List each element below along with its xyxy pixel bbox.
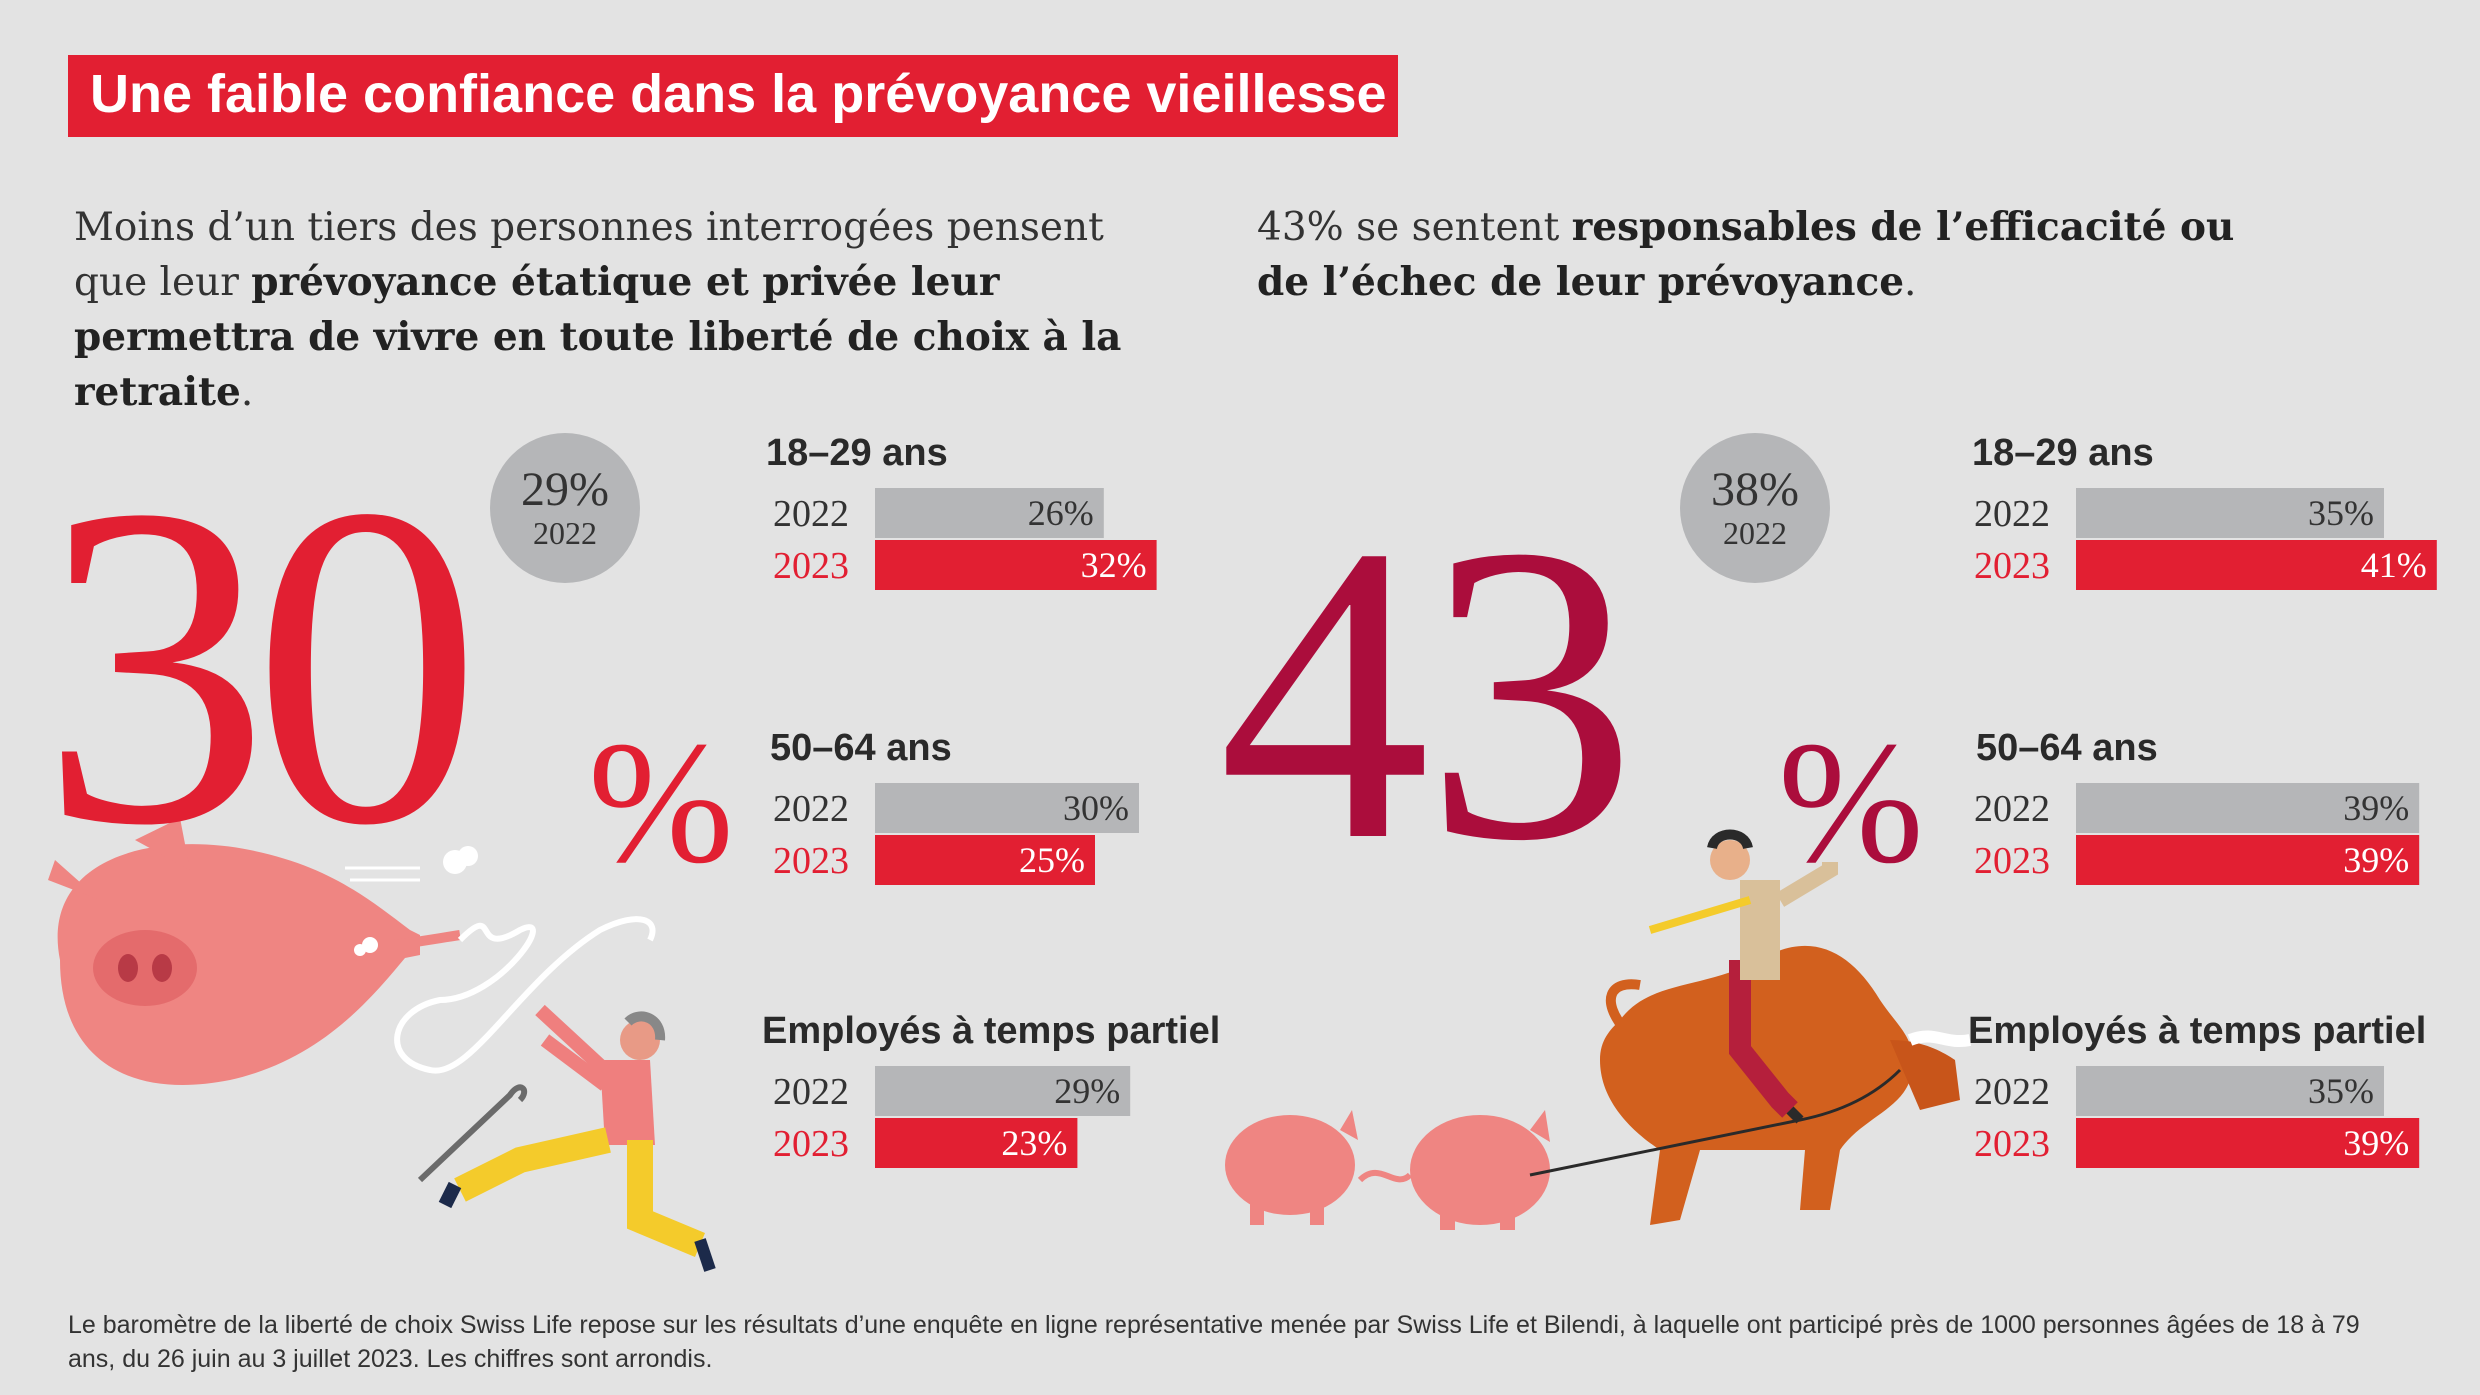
big-stat-left-value: 30 bbox=[40, 410, 482, 920]
bar-value-label: 35% bbox=[2308, 1071, 2374, 1111]
big-stat-right-value: 43 bbox=[1218, 457, 1637, 928]
bar bbox=[875, 488, 1104, 538]
year-label: 2023 bbox=[773, 1123, 849, 1165]
bar bbox=[2076, 488, 2384, 538]
bar bbox=[2076, 1066, 2384, 1116]
prev-year-bubble-right: 38% 2022 bbox=[1680, 433, 1830, 583]
year-label: 2022 bbox=[773, 788, 849, 830]
bar-value-label: 39% bbox=[2343, 788, 2409, 828]
bar-value-label: 30% bbox=[1063, 788, 1129, 828]
year-label: 2023 bbox=[1974, 545, 2050, 587]
bar-value-label: 41% bbox=[2361, 545, 2427, 585]
bar bbox=[2076, 835, 2420, 885]
group-label: 18–29 ans bbox=[1972, 432, 2154, 474]
bar bbox=[875, 1118, 1078, 1168]
group-label: Employés à temps partiel bbox=[1968, 1010, 2426, 1052]
intro-right-part2: . bbox=[1904, 260, 1917, 305]
bar-value-label: 29% bbox=[1054, 1071, 1120, 1111]
group-label: 50–64 ans bbox=[770, 727, 952, 769]
bar-value-label: 39% bbox=[2343, 840, 2409, 880]
intro-left-part2: . bbox=[240, 370, 254, 415]
bar-value-label: 35% bbox=[2308, 493, 2374, 533]
prev-year-value-right: 38% bbox=[1711, 463, 1799, 516]
intro-left-text: Moins d’un tiers des personnes interrogé… bbox=[74, 200, 1174, 420]
year-label: 2022 bbox=[1974, 1071, 2050, 1113]
bar-value-label: 39% bbox=[2343, 1123, 2409, 1163]
big-stat-right-unit: % bbox=[1778, 705, 1924, 899]
intro-left-part1: Moins d’un tiers des personnes interrogé… bbox=[74, 205, 1104, 305]
big-stat-left-unit: % bbox=[588, 705, 734, 899]
year-label: 2022 bbox=[773, 1071, 849, 1113]
bar-value-label: 23% bbox=[1001, 1123, 1067, 1163]
page-title: Une faible confiance dans la prévoyance … bbox=[90, 64, 1387, 124]
intro-right-part1: 43% se sentent bbox=[1257, 205, 1572, 250]
prev-year-value-left: 29% bbox=[521, 463, 609, 516]
bar bbox=[2076, 540, 2437, 590]
bar bbox=[875, 540, 1157, 590]
bar-value-label: 25% bbox=[1019, 840, 1085, 880]
year-label: 2023 bbox=[773, 840, 849, 882]
bar-value-label: 32% bbox=[1081, 545, 1147, 585]
group-label: 50–64 ans bbox=[1976, 727, 2158, 769]
intro-left-bold: prévoyance étatique et privée leur perme… bbox=[74, 259, 1122, 415]
bar bbox=[875, 1066, 1131, 1116]
year-label: 2023 bbox=[1974, 840, 2050, 882]
bar bbox=[2076, 783, 2420, 833]
footnote: Le baromètre de la liberté de choix Swis… bbox=[68, 1311, 2360, 1373]
bar-value-label: 26% bbox=[1028, 493, 1094, 533]
title-banner: Une faible confiance dans la prévoyance … bbox=[68, 55, 1398, 137]
prev-year-label-right: 2022 bbox=[1723, 515, 1787, 551]
group-label: Employés à temps partiel bbox=[762, 1010, 1220, 1052]
intro-right-bold: responsables de l’efficacité ou de l’éch… bbox=[1257, 204, 2235, 305]
intro-right-text: 43% se sentent responsables de l’efficac… bbox=[1257, 200, 2257, 310]
year-label: 2022 bbox=[1974, 493, 2050, 535]
year-label: 2022 bbox=[1974, 788, 2050, 830]
prev-year-bubble-left: 29% 2022 bbox=[490, 433, 640, 583]
prev-year-label-left: 2022 bbox=[533, 515, 597, 551]
year-label: 2023 bbox=[1974, 1123, 2050, 1165]
group-label: 18–29 ans bbox=[766, 432, 948, 474]
bar bbox=[875, 835, 1095, 885]
year-label: 2022 bbox=[773, 493, 849, 535]
year-label: 2023 bbox=[773, 545, 849, 587]
bar bbox=[875, 783, 1139, 833]
bar bbox=[2076, 1118, 2420, 1168]
